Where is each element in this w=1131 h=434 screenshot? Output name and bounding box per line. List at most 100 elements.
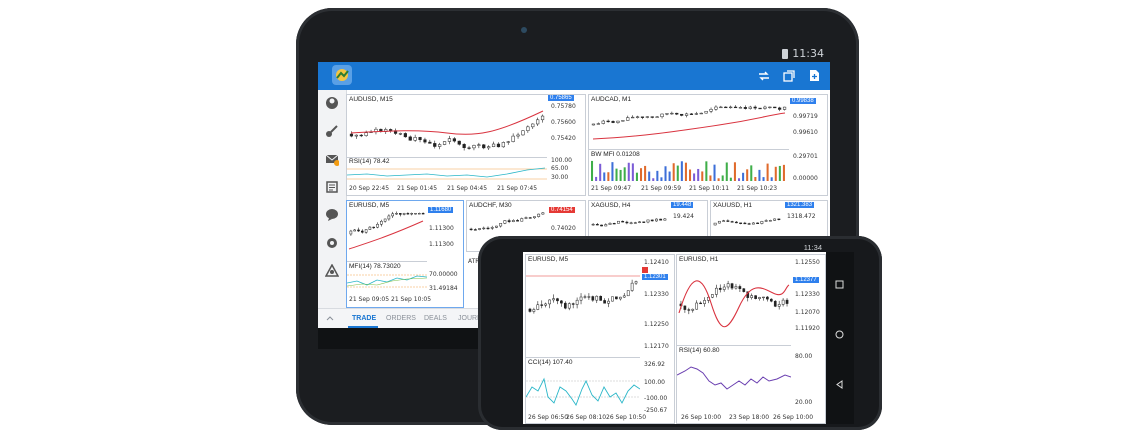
histogram-bar [676, 165, 679, 181]
price-tick: 0.75780 [551, 103, 576, 110]
candle-body [354, 134, 358, 137]
candle-body [773, 300, 777, 307]
candle-body [361, 230, 364, 233]
home-icon[interactable] [835, 330, 844, 339]
histogram-bar [705, 161, 708, 181]
candle-body [768, 220, 772, 222]
histogram-bar [635, 172, 638, 181]
candle-body [499, 223, 503, 227]
tab-journal[interactable]: JOURNAL [458, 315, 491, 322]
candle-series [349, 211, 425, 236]
chart-xagusd[interactable]: XAGUSD, H4 19.448 19.424 [588, 200, 708, 242]
candle-body [531, 123, 535, 128]
cci-indicator [526, 377, 640, 406]
candle-body [722, 220, 726, 222]
candle-body [711, 294, 714, 298]
candle-body [742, 288, 746, 292]
candle-body [734, 221, 738, 224]
candle-body [473, 229, 477, 231]
histogram-bar [656, 170, 659, 181]
logo-icon[interactable] [332, 65, 352, 85]
tablet-status-bar: 11:34 [318, 46, 830, 62]
price-tag-ask [642, 267, 648, 273]
windows-icon[interactable] [783, 70, 795, 82]
price-tick: 1.12330 [795, 291, 820, 298]
histogram-bar [721, 175, 724, 181]
histogram-bar [648, 171, 651, 181]
candle-body [387, 215, 391, 220]
price-tick: 1.11920 [795, 325, 820, 332]
histogram-bar [607, 172, 610, 181]
settings-icon[interactable] [325, 236, 339, 250]
histogram-bar [778, 165, 781, 181]
candle-body [665, 113, 669, 115]
candle-body [621, 120, 625, 122]
price-tick: 1.12330 [644, 291, 669, 298]
price-tag: 1.11680 [428, 207, 454, 213]
histogram-bar [619, 169, 622, 181]
histogram-bar [774, 166, 777, 181]
chart-audusd[interactable]: AUDUSD, M15 0.75865 0.75780 0.75600 0.75… [346, 94, 586, 196]
price-tag: 1.12301 [642, 274, 668, 280]
candle-body [680, 113, 684, 116]
candle-body [781, 299, 785, 305]
tab-trade[interactable]: TRADE [352, 315, 377, 322]
chart-xauusd[interactable]: XAUUSD, H1 1321.383 1318.472 [710, 200, 828, 242]
recent-apps-icon[interactable] [835, 280, 844, 289]
candle-body [524, 217, 528, 219]
candle-body [587, 296, 591, 298]
time-tick: 26 Sep 06:50 [528, 414, 569, 421]
chart-title: EURUSD, M5 [349, 202, 390, 209]
phone-screen: EURUSD, M5 1.12301 1.12410 1.12330 1.122… [523, 252, 826, 424]
candle-body [663, 218, 667, 221]
candle-body [368, 226, 372, 230]
tab-deals[interactable]: DEALS [424, 315, 447, 322]
candle-body [719, 106, 723, 109]
histogram-bar [701, 171, 704, 181]
candle-body [675, 112, 679, 115]
candles-xagusd [591, 217, 667, 227]
news-icon[interactable] [325, 180, 339, 194]
time-tick: 21 Sep 10:23 [737, 185, 778, 192]
mail-icon[interactable] [325, 152, 339, 166]
chevron-up-icon[interactable] [326, 315, 334, 321]
candle-series [679, 280, 789, 315]
chart-phone-eurusd-h1[interactable]: EURUSD, H1 1.12377 1.12550 1.12330 1.120… [676, 254, 826, 424]
back-icon[interactable] [835, 380, 844, 389]
chat-icon[interactable] [325, 208, 339, 222]
key-icon[interactable] [325, 124, 339, 138]
status-time: 11:34 [803, 243, 822, 252]
candle-body [638, 221, 641, 223]
candle-body [556, 298, 559, 302]
candle-body [699, 112, 703, 115]
time-tick: 21 Sep 10:05 [391, 296, 432, 303]
community-icon[interactable] [325, 264, 339, 278]
candle-body [472, 145, 476, 149]
indicator-tick: -100.00 [644, 395, 668, 402]
candle-body [604, 224, 608, 227]
quotes-icon[interactable] [325, 96, 339, 110]
candle-body [714, 106, 718, 110]
candle-body [640, 116, 645, 118]
histogram-bar [599, 163, 602, 181]
candle-body [768, 106, 772, 109]
candle-body [630, 282, 634, 291]
histogram-bar [697, 168, 700, 181]
candle-body [683, 305, 687, 310]
trade-icon[interactable] [758, 70, 770, 82]
candle-body [482, 144, 486, 149]
tab-orders[interactable]: ORDERS [386, 315, 416, 322]
candle-body [601, 120, 605, 124]
chart-eurusd-m5[interactable]: EURUSD, M5 1.11680 1.11300 1.11300 MFI(1… [346, 200, 464, 308]
candle-body [490, 227, 494, 229]
candle-body [438, 144, 442, 147]
candle-body [540, 304, 544, 306]
candle-body [633, 222, 637, 224]
sidebar [318, 90, 347, 314]
chart-phone-eurusd[interactable]: EURUSD, M5 1.12301 1.12410 1.12330 1.122… [525, 254, 675, 424]
chart-audcad[interactable]: AUDCAD, M1 0.99838 0.99719 0.99610 BW MF… [588, 94, 828, 196]
new-document-icon[interactable] [808, 69, 820, 82]
price-tick: 1318.472 [787, 213, 816, 220]
candle-body [528, 217, 532, 219]
candle-body [389, 129, 393, 131]
